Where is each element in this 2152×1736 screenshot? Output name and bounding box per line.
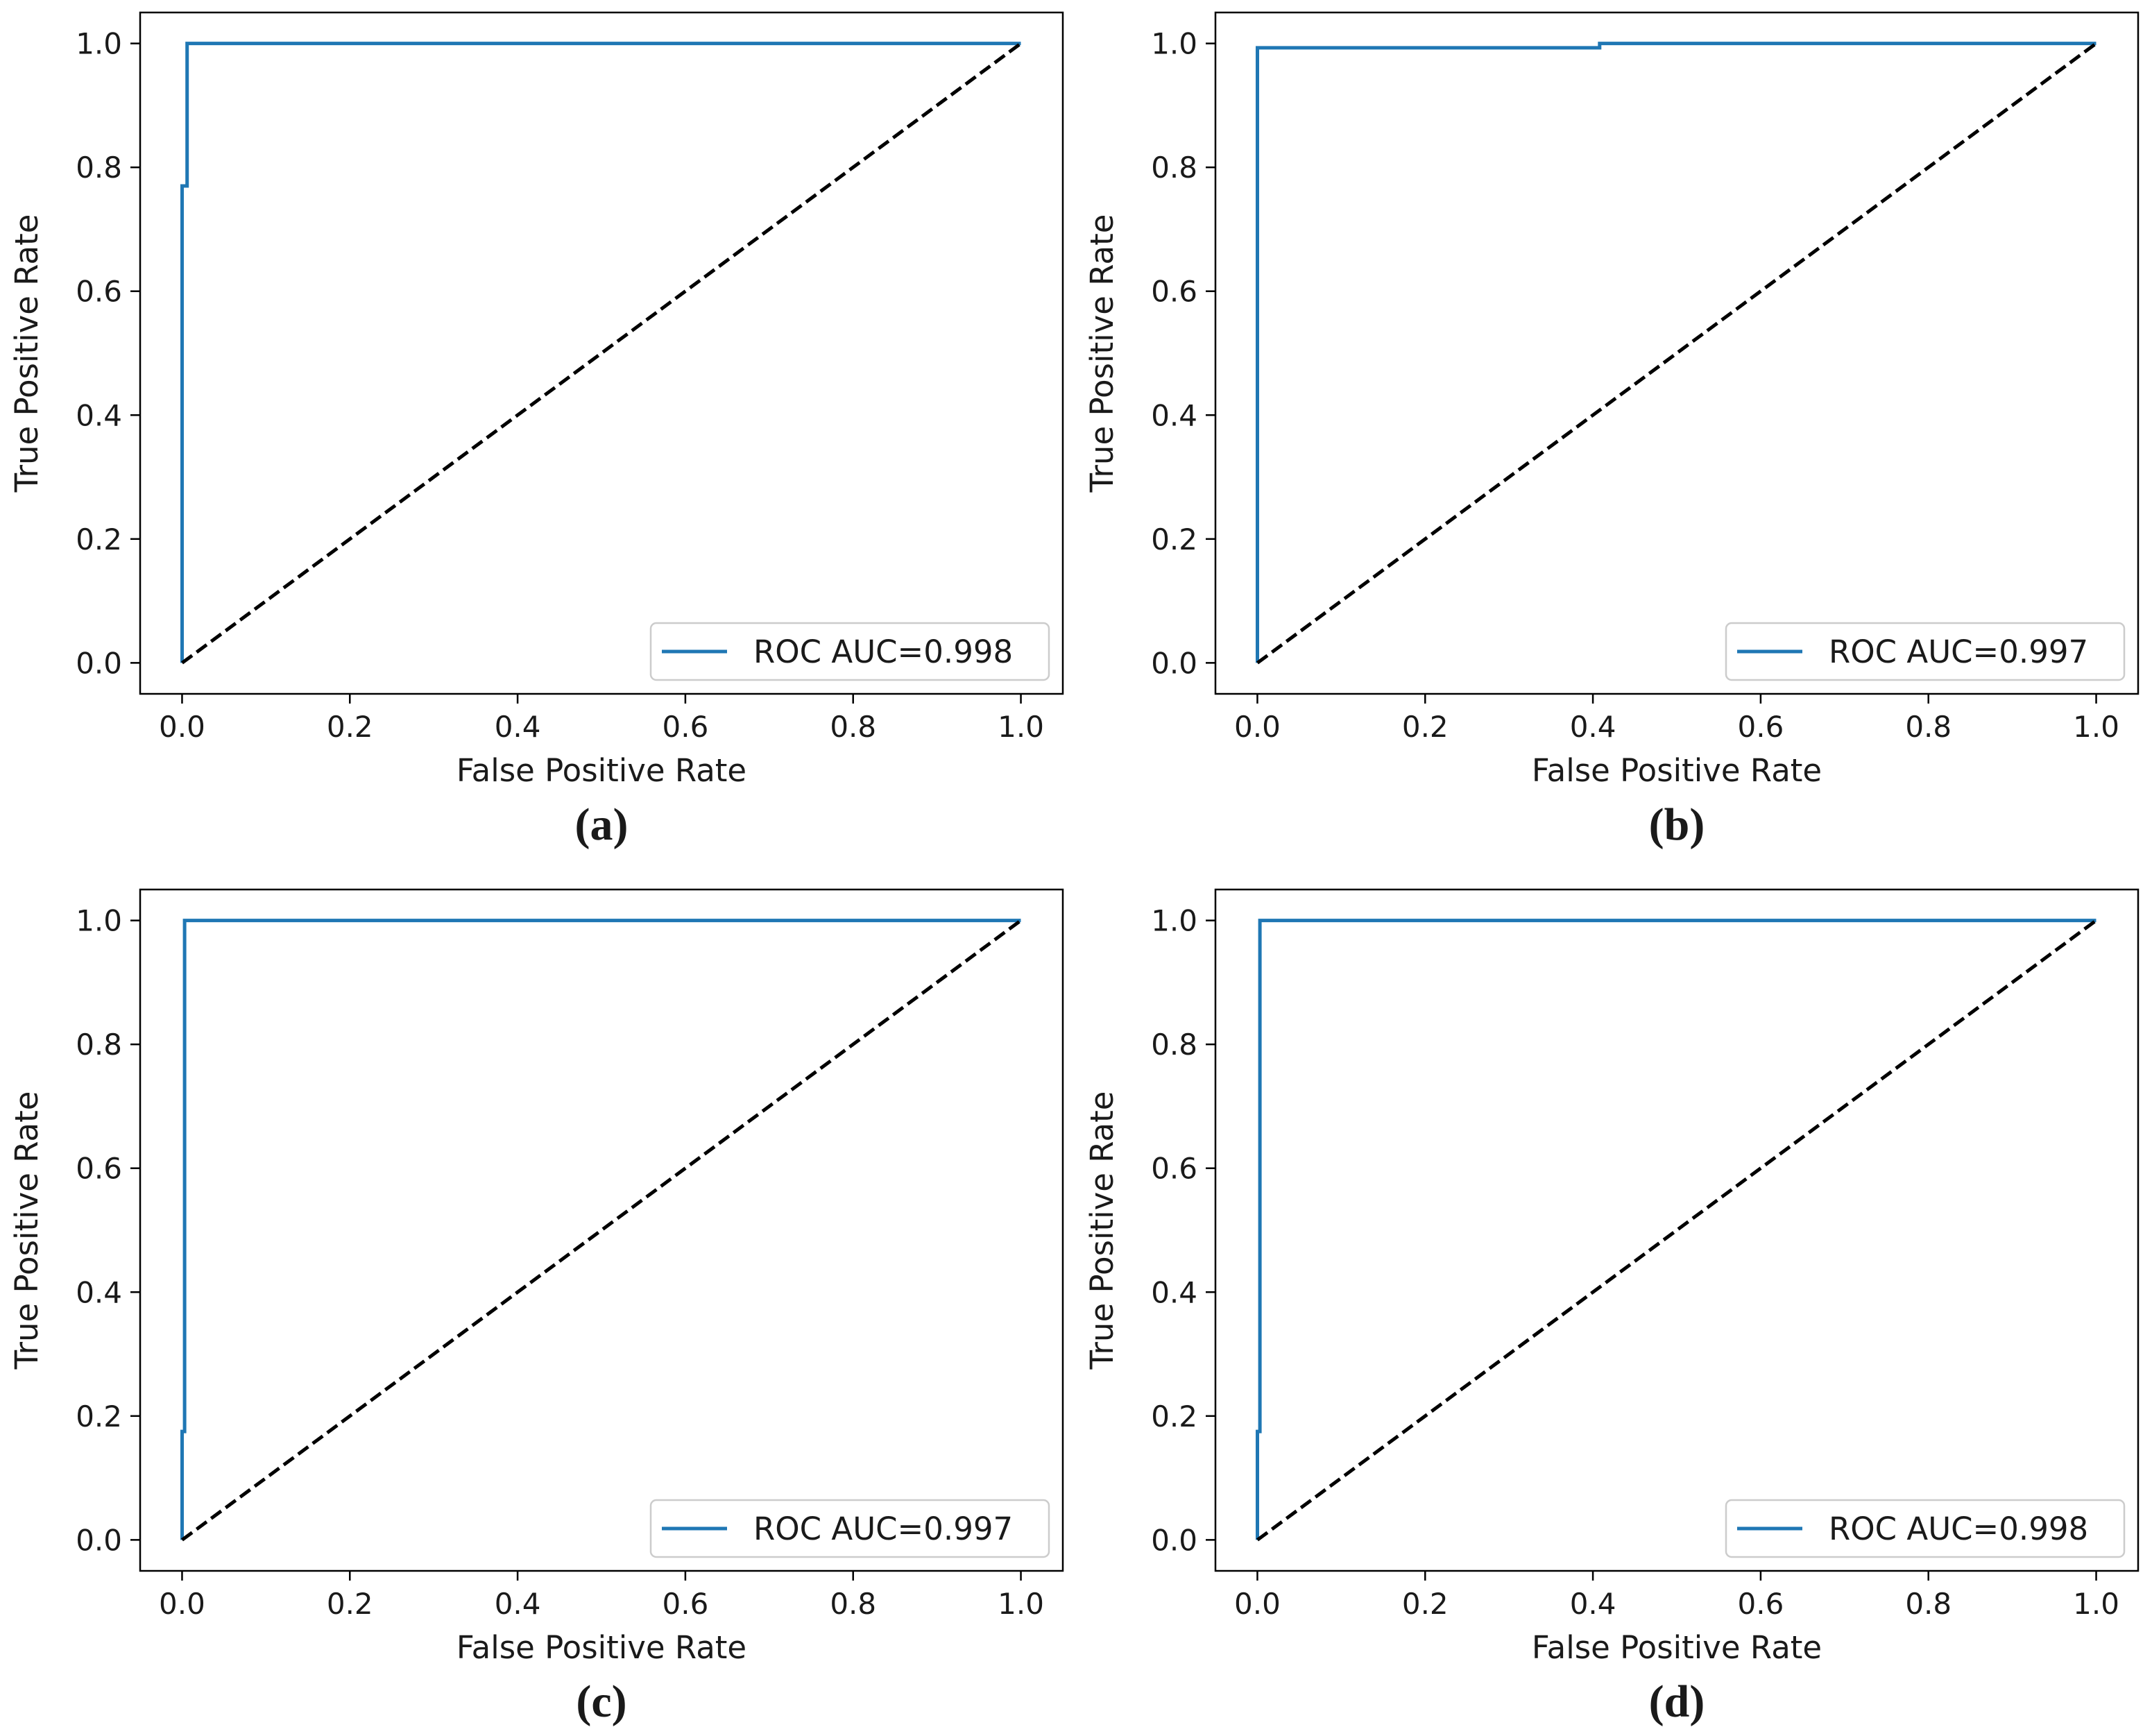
legend-label-d: ROC AUC=0.998 bbox=[1829, 1511, 2088, 1547]
x-tick-label-c-2: 0.4 bbox=[495, 1587, 541, 1621]
chance-diagonal-line-d bbox=[1256, 919, 2097, 1542]
y-tick-label-c-5: 1.0 bbox=[76, 904, 122, 938]
y-tick-label-d-0: 0.0 bbox=[1151, 1523, 1197, 1557]
roc-panel-d: 0.0 0.2 0.4 0.6 0.8 1.0 0.0 0.2 0.4 0.6 0.8 1.0 Fals… bbox=[1084, 888, 2140, 1727]
plot-frame-d bbox=[1214, 888, 2140, 1572]
y-tick-label-a-1: 0.2 bbox=[76, 522, 122, 556]
y-tick-label-c-1: 0.2 bbox=[76, 1399, 122, 1433]
y-tick-label-a-5: 1.0 bbox=[76, 27, 122, 61]
legend-label-a: ROC AUC=0.998 bbox=[753, 633, 1013, 670]
x-tick-label-c-5: 1.0 bbox=[998, 1587, 1044, 1621]
x-tick-label-d-1: 0.2 bbox=[1402, 1587, 1449, 1621]
legend-box-a bbox=[649, 622, 1050, 681]
y-tick-label-b-1: 0.2 bbox=[1151, 522, 1197, 556]
legend-label-b: ROC AUC=0.997 bbox=[1829, 633, 2088, 670]
y-tick-label-d-1: 0.2 bbox=[1151, 1399, 1197, 1433]
chance-diagonal-line-c bbox=[181, 919, 1022, 1542]
x-tick-label-a-2: 0.4 bbox=[495, 710, 541, 744]
y-tick-label-a-3: 0.6 bbox=[76, 275, 122, 309]
x-tick-label-a-5: 1.0 bbox=[998, 710, 1044, 744]
x-axis-label-d: False Positive Rate bbox=[1532, 1629, 1822, 1666]
x-tick-label-b-4: 0.8 bbox=[1905, 710, 1952, 744]
x-tick-label-b-3: 0.6 bbox=[1738, 710, 1784, 744]
chance-diagonal-line-a bbox=[181, 42, 1022, 665]
y-tick-label-d-3: 0.6 bbox=[1151, 1152, 1197, 1186]
x-tick-label-b-0: 0.0 bbox=[1234, 710, 1281, 744]
chance-diagonal-line-b bbox=[1256, 42, 2097, 665]
x-tick-label-d-4: 0.8 bbox=[1905, 1587, 1952, 1621]
x-tick-label-b-5: 1.0 bbox=[2073, 710, 2119, 744]
y-tick-label-d-5: 1.0 bbox=[1151, 904, 1197, 938]
y-tick-label-c-2: 0.4 bbox=[76, 1275, 122, 1309]
legend-label-c: ROC AUC=0.997 bbox=[753, 1511, 1013, 1547]
panel-label-c: (c) bbox=[576, 1676, 626, 1727]
roc-panel-a: 0.0 0.2 0.4 0.6 0.8 1.0 0.0 0.2 0.4 0.6 0.8 1.0 Fals… bbox=[8, 11, 1064, 850]
panel-label-d: (d) bbox=[1649, 1676, 1705, 1727]
panel-label-a: (a) bbox=[575, 799, 629, 850]
x-tick-label-d-2: 0.4 bbox=[1570, 1587, 1616, 1621]
y-tick-label-c-4: 0.8 bbox=[76, 1028, 122, 1062]
roc-panel-b: 0.0 0.2 0.4 0.6 0.8 1.0 0.0 0.2 0.4 0.6 0.8 1.0 Fals… bbox=[1084, 11, 2140, 850]
y-tick-label-c-0: 0.0 bbox=[76, 1523, 122, 1557]
y-tick-label-d-2: 0.4 bbox=[1151, 1275, 1197, 1309]
roc-curve-line-b bbox=[1256, 42, 2097, 663]
x-tick-label-a-4: 0.8 bbox=[830, 710, 876, 744]
y-axis-label-d: True Positive Rate bbox=[1084, 1091, 1120, 1370]
x-tick-label-c-4: 0.8 bbox=[830, 1587, 876, 1621]
y-tick-label-a-4: 0.8 bbox=[76, 151, 122, 185]
x-tick-label-b-1: 0.2 bbox=[1402, 710, 1449, 744]
roc-curve-line-a bbox=[180, 42, 1021, 663]
y-axis-label-a: True Positive Rate bbox=[8, 214, 45, 493]
y-tick-label-c-3: 0.6 bbox=[76, 1152, 122, 1186]
x-tick-label-c-0: 0.0 bbox=[159, 1587, 205, 1621]
x-tick-label-d-3: 0.6 bbox=[1738, 1587, 1784, 1621]
y-tick-label-b-4: 0.8 bbox=[1151, 151, 1197, 185]
y-tick-label-b-5: 1.0 bbox=[1151, 27, 1197, 61]
x-tick-label-b-2: 0.4 bbox=[1570, 710, 1616, 744]
x-axis-label-c: False Positive Rate bbox=[456, 1629, 746, 1666]
legend-box-c bbox=[649, 1499, 1050, 1558]
roc-panel-c: 0.0 0.2 0.4 0.6 0.8 1.0 0.0 0.2 0.4 0.6 0.8 1.0 Fals… bbox=[8, 888, 1064, 1727]
y-tick-label-d-4: 0.8 bbox=[1151, 1028, 1197, 1062]
roc-curve-line-c bbox=[180, 919, 1021, 1540]
y-tick-label-b-0: 0.0 bbox=[1151, 646, 1197, 680]
x-tick-label-d-0: 0.0 bbox=[1234, 1587, 1281, 1621]
x-tick-label-d-5: 1.0 bbox=[2073, 1587, 2119, 1621]
plot-frame-b bbox=[1214, 11, 2140, 695]
y-tick-label-a-2: 0.4 bbox=[76, 398, 122, 432]
x-axis-label-b: False Positive Rate bbox=[1532, 752, 1822, 789]
roc-curve-line-d bbox=[1256, 919, 2097, 1540]
x-tick-label-c-3: 0.6 bbox=[663, 1587, 709, 1621]
plot-frame-c bbox=[139, 888, 1064, 1572]
y-tick-label-b-3: 0.6 bbox=[1151, 275, 1197, 309]
legend-box-b bbox=[1725, 622, 2126, 681]
y-axis-label-b: True Positive Rate bbox=[1084, 214, 1120, 493]
x-axis-label-a: False Positive Rate bbox=[456, 752, 746, 789]
y-tick-label-b-2: 0.4 bbox=[1151, 398, 1197, 432]
legend-box-d bbox=[1725, 1499, 2126, 1558]
plot-frame-a bbox=[139, 11, 1064, 695]
panel-label-b: (b) bbox=[1649, 799, 1705, 850]
y-tick-label-a-0: 0.0 bbox=[76, 646, 122, 680]
y-axis-label-c: True Positive Rate bbox=[8, 1091, 45, 1370]
x-tick-label-a-3: 0.6 bbox=[663, 710, 709, 744]
x-tick-label-a-1: 0.2 bbox=[327, 710, 373, 744]
x-tick-label-c-1: 0.2 bbox=[327, 1587, 373, 1621]
x-tick-label-a-0: 0.0 bbox=[159, 710, 205, 744]
